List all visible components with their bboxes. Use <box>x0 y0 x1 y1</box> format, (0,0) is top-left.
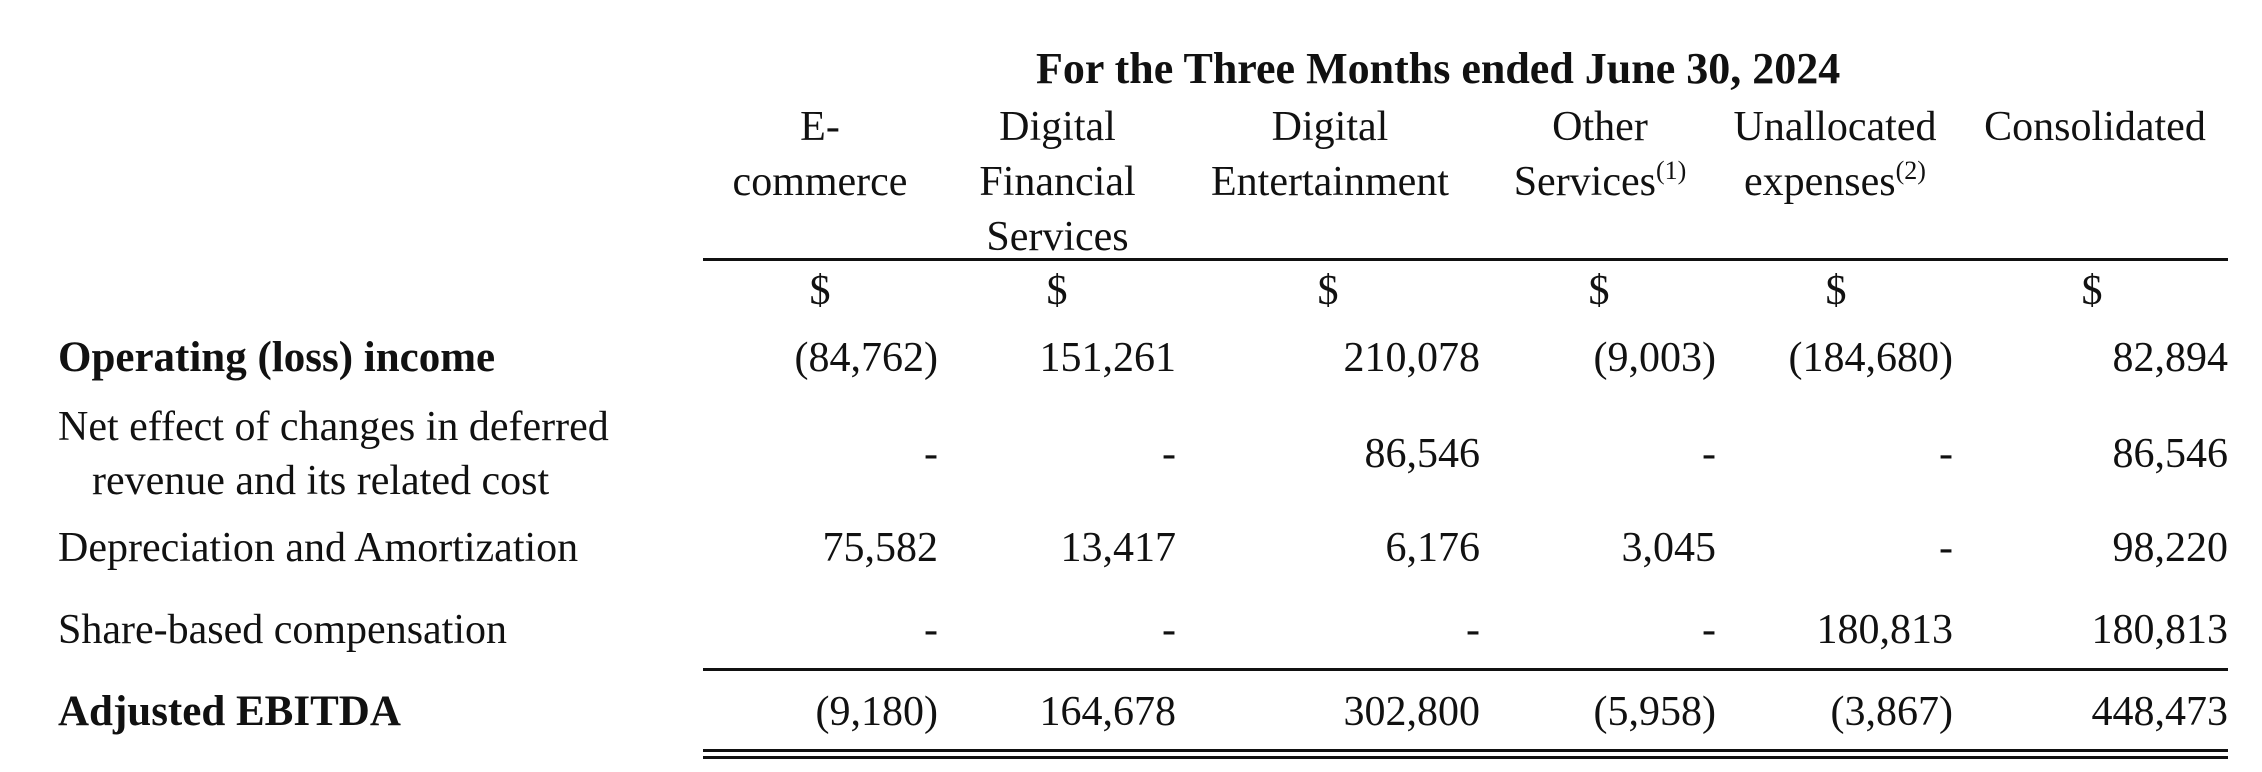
table-cell: 6,176 <box>1385 525 1481 571</box>
column-header-digital-financial-services: Digital Financial Services <box>955 100 1160 265</box>
column-header-other-services: Other Services(1) <box>1490 100 1710 210</box>
column-header-line: Consolidated <box>1984 104 2206 150</box>
column-header-line: E- <box>800 104 840 150</box>
table-cell: - <box>1702 431 1716 477</box>
table-cell: 180,813 <box>1816 607 1954 653</box>
table-cell: 180,813 <box>2091 607 2229 653</box>
footnote-marker: (1) <box>1655 156 1687 185</box>
currency-symbol: $ <box>809 268 831 314</box>
row-label-line: revenue and its related cost <box>92 458 550 504</box>
column-header-consolidated: Consolidated <box>1965 100 2225 155</box>
table-cell: 3,045 <box>1621 525 1717 571</box>
table-cell: 210,078 <box>1343 335 1481 381</box>
column-header-line: Services <box>1513 159 1656 205</box>
row-label-share-based-compensation: Share-based compensation <box>58 607 508 653</box>
column-header-line: Other <box>1552 104 1648 150</box>
table-cell: 98,220 <box>2112 525 2229 571</box>
total-double-rule-bottom <box>703 756 2228 759</box>
column-header-unallocated-expenses: Unallocated expenses(2) <box>1710 100 1960 210</box>
currency-symbol: $ <box>1046 268 1068 314</box>
table-cell: (9,180) <box>815 689 938 735</box>
row-label-line: Net effect of changes in deferred <box>58 404 609 450</box>
currency-symbol: $ <box>1588 268 1610 314</box>
period-header: For the Three Months ended June 30, 2024 <box>1036 44 1841 93</box>
table-cell: 164,678 <box>1039 689 1177 735</box>
table-cell: (3,867) <box>1830 689 1953 735</box>
table-cell: (84,762) <box>794 335 938 381</box>
table-cell: - <box>1162 431 1176 477</box>
row-label-operating-income: Operating (loss) income <box>58 334 496 381</box>
table-cell: - <box>1702 607 1716 653</box>
currency-symbol: $ <box>1825 268 1847 314</box>
row-label-depreciation-amortization: Depreciation and Amortization <box>58 525 579 571</box>
column-header-line: Entertainment <box>1211 159 1449 205</box>
table-cell: (184,680) <box>1788 335 1953 381</box>
table-cell: 82,894 <box>2112 335 2229 381</box>
subtotal-rule <box>703 668 2228 671</box>
table-cell: - <box>1466 607 1480 653</box>
header-underline <box>703 258 2228 261</box>
column-header-line: Services <box>986 214 1129 260</box>
column-header-line: Digital <box>999 104 1116 150</box>
table-cell: 151,261 <box>1039 335 1177 381</box>
row-label-net-effect-deferred-revenue: Net effect of changes in deferred revenu… <box>58 400 609 508</box>
table-cell: 13,417 <box>1060 525 1177 571</box>
table-cell: - <box>924 607 938 653</box>
table-cell: - <box>1939 431 1953 477</box>
currency-symbol: $ <box>1317 268 1339 314</box>
column-header-digital-entertainment: Digital Entertainment <box>1185 100 1475 210</box>
table-cell: 448,473 <box>2091 689 2229 735</box>
column-header-line: Unallocated <box>1733 104 1937 150</box>
currency-symbol: $ <box>2081 268 2103 314</box>
footnote-marker: (2) <box>1895 156 1926 185</box>
total-double-rule-top <box>703 749 2228 752</box>
table-cell: (9,003) <box>1593 335 1716 381</box>
table-cell: (5,958) <box>1593 689 1716 735</box>
table-cell: - <box>924 431 938 477</box>
table-cell: 75,582 <box>822 525 939 571</box>
table-cell: 302,800 <box>1343 689 1481 735</box>
table-cell: - <box>1939 525 1953 571</box>
column-header-ecommerce: E- commerce <box>710 100 930 210</box>
column-header-line: expenses <box>1744 159 1896 205</box>
column-header-line: Digital <box>1271 104 1389 150</box>
column-header-line: commerce <box>732 159 908 205</box>
table-cell: 86,546 <box>1364 431 1481 477</box>
row-label-adjusted-ebitda: Adjusted EBITDA <box>58 688 401 735</box>
column-header-line: Financial <box>979 159 1136 205</box>
table-cell: - <box>1162 607 1176 653</box>
table-cell: 86,546 <box>2112 431 2229 477</box>
